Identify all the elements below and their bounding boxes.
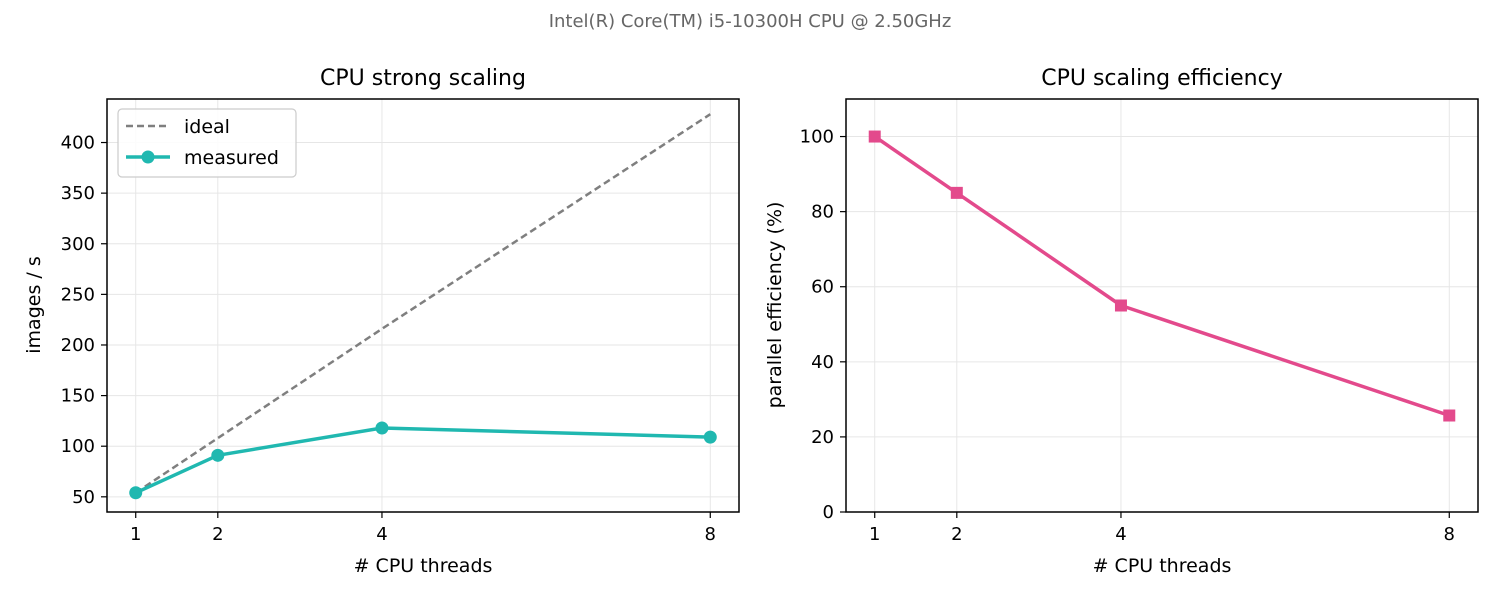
- ticks: 1 2 4 8 50 100 150 200 250 300 350 400: [61, 133, 716, 545]
- y-tick-label: 300: [61, 234, 95, 255]
- y-axis-label: parallel efficiency (%): [764, 202, 786, 409]
- y-axis-label: images / s: [23, 256, 45, 353]
- y-tick-label: 60: [811, 277, 834, 298]
- y-tick-label: 40: [811, 352, 834, 373]
- x-tick-label: 2: [212, 524, 223, 545]
- data-point: [950, 186, 963, 199]
- y-tick-label: 0: [823, 502, 834, 523]
- chart-title: CPU scaling efficiency: [1041, 66, 1283, 91]
- chart-title: CPU strong scaling: [320, 66, 526, 91]
- series-line-series-0: [873, 135, 1450, 418]
- series-line-measured: [134, 426, 711, 495]
- legend-marker-measured: [141, 150, 155, 164]
- y-tick-label: 400: [61, 133, 95, 154]
- data-point: [211, 448, 225, 462]
- figure-suptitle: Intel(R) Core(TM) i5-10300H CPU @ 2.50GH…: [549, 11, 952, 32]
- x-tick-label: 4: [376, 524, 387, 545]
- chart-scaling-efficiency: CPU scaling efficiency 1 2 4 8020406080100 …: [764, 66, 1479, 577]
- grid: [846, 99, 1478, 513]
- y-tick-label: 150: [61, 386, 95, 407]
- data-point: [129, 486, 143, 500]
- x-tick-label: 1: [130, 524, 141, 545]
- y-tick-label: 200: [61, 335, 95, 356]
- series-layer: [868, 130, 1456, 422]
- data-point: [703, 430, 717, 444]
- series-line-ideal: [135, 113, 711, 494]
- x-tick-label: 8: [705, 524, 716, 545]
- data-point: [868, 130, 881, 143]
- x-tick-label: 2: [951, 524, 962, 545]
- y-tick-label: 20: [811, 427, 834, 448]
- plot-area: [845, 98, 1479, 513]
- data-point: [1114, 299, 1127, 312]
- data-point: [375, 421, 389, 435]
- y-tick-label: 250: [61, 284, 95, 305]
- x-tick-label: 1: [869, 524, 880, 545]
- data-point: [1443, 409, 1456, 422]
- x-axis-label: # CPU threads: [354, 555, 493, 577]
- y-tick-label: 50: [72, 487, 95, 508]
- legend: ideal measured: [117, 108, 297, 178]
- x-tick-label: 8: [1444, 524, 1455, 545]
- series-layer: [129, 113, 717, 500]
- y-tick-label: 100: [61, 436, 95, 457]
- chart-strong-scaling: CPU strong scaling 1 2 4 8 50 100 150 200 250 300…: [23, 66, 740, 577]
- x-tick-label: 4: [1115, 524, 1126, 545]
- x-axis-label: # CPU threads: [1093, 555, 1232, 577]
- legend-label-ideal: ideal: [184, 116, 230, 138]
- legend-label-measured: measured: [184, 147, 279, 169]
- y-tick-label: 100: [800, 127, 834, 148]
- plot-area: [106, 98, 740, 513]
- y-tick-label: 80: [811, 202, 834, 223]
- y-tick-label: 350: [61, 183, 95, 204]
